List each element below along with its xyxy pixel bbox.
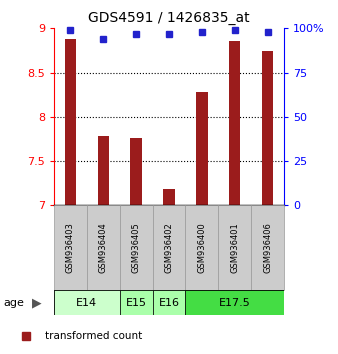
Bar [186,290,284,315]
Bar [229,41,240,205]
Text: E14: E14 [76,298,97,308]
Bar [218,205,251,290]
Bar [130,138,142,205]
Text: E15: E15 [126,298,147,308]
Title: GDS4591 / 1426835_at: GDS4591 / 1426835_at [88,11,250,24]
Text: GSM936403: GSM936403 [66,222,75,273]
Text: GSM936401: GSM936401 [230,222,239,273]
Bar [120,205,152,290]
Text: GSM936406: GSM936406 [263,222,272,273]
Bar [54,290,120,315]
Bar [186,205,218,290]
Text: GSM936400: GSM936400 [197,222,206,273]
Bar [152,290,186,315]
Bar [87,205,120,290]
Bar [152,205,186,290]
Text: GSM936404: GSM936404 [99,222,108,273]
Bar [262,51,273,205]
Bar [98,136,109,205]
Bar [120,290,152,315]
Bar [196,92,208,205]
Text: ▶: ▶ [32,296,42,309]
Text: GSM936402: GSM936402 [165,222,173,273]
Text: E16: E16 [159,298,179,308]
Bar [54,205,87,290]
Text: E17.5: E17.5 [219,298,250,308]
Text: transformed count: transformed count [45,331,142,341]
Text: age: age [3,298,24,308]
Bar [251,205,284,290]
Text: GSM936405: GSM936405 [132,222,141,273]
Bar [163,189,175,205]
Bar [65,39,76,205]
